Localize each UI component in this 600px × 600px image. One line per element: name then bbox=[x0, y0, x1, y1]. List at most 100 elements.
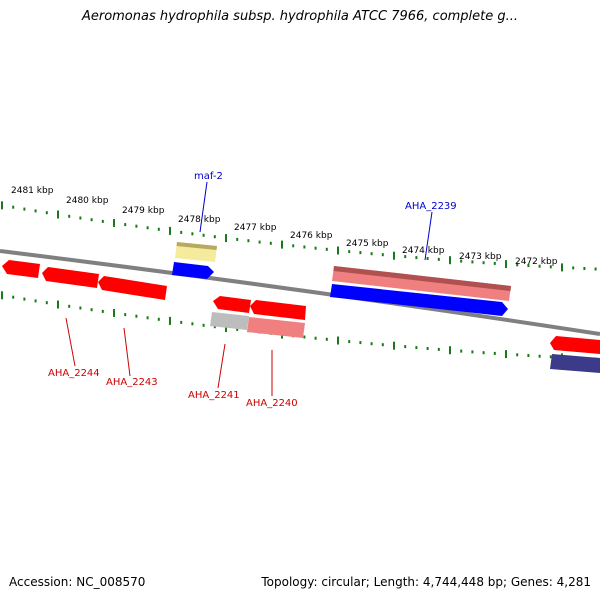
gene-label-aha-2243[interactable]: AHA_2243 bbox=[106, 377, 158, 388]
ruler-minor-tick bbox=[527, 264, 530, 267]
ruler-major-tick bbox=[225, 234, 227, 243]
ruler-major-tick bbox=[505, 260, 507, 269]
ruler-minor-tick bbox=[359, 341, 362, 345]
ruler-minor-tick bbox=[325, 337, 328, 341]
ruler-minor-tick bbox=[493, 351, 496, 355]
ruler-minor-tick bbox=[236, 237, 239, 241]
ruler-minor-tick bbox=[79, 306, 82, 310]
ruler-minor-tick bbox=[202, 233, 205, 237]
ruler-minor-tick bbox=[549, 265, 552, 269]
ruler-major-tick bbox=[169, 226, 171, 235]
ruler-major-tick bbox=[561, 263, 563, 272]
gene-aha-2243-b[interactable] bbox=[98, 276, 167, 300]
ruler-major-tick bbox=[57, 300, 59, 309]
ruler-minor-tick bbox=[426, 347, 429, 350]
ruler-minor-tick bbox=[460, 259, 463, 263]
ruler-major-tick bbox=[393, 251, 395, 260]
ruler-minor-tick bbox=[45, 301, 48, 305]
ruler-minor-tick bbox=[146, 316, 149, 320]
gene-label-maf-2[interactable]: maf-2 bbox=[194, 171, 223, 182]
ruler-major-tick bbox=[337, 336, 339, 345]
ruler-minor-tick bbox=[314, 336, 317, 340]
ruler-minor-tick bbox=[381, 253, 384, 257]
gene-label-aha-2239[interactable]: AHA_2239 bbox=[405, 201, 457, 212]
ruler-minor-tick bbox=[157, 227, 160, 231]
leader-aha-2239 bbox=[424, 211, 433, 261]
genome-summary: Topology: circular; Length: 4,744,448 bp… bbox=[261, 575, 591, 589]
ruler-label-2472: 2472 kbp bbox=[515, 257, 558, 267]
ruler-minor-tick bbox=[381, 343, 384, 347]
ruler-major-tick bbox=[393, 341, 395, 350]
ruler-major-tick bbox=[505, 350, 507, 359]
gene-aha-2241[interactable] bbox=[213, 296, 251, 313]
ruler-minor-tick bbox=[572, 266, 575, 270]
ruler-minor-tick bbox=[23, 207, 26, 211]
ruler-minor-tick bbox=[292, 244, 295, 248]
ruler-minor-tick bbox=[180, 320, 183, 324]
ruler-minor-tick bbox=[471, 350, 474, 354]
ruler-label-2480: 2480 kbp bbox=[66, 196, 109, 206]
ruler-minor-tick bbox=[236, 327, 239, 331]
gene-aha-2240-shadow bbox=[247, 317, 305, 338]
ruler-minor-tick bbox=[538, 264, 541, 268]
ruler-minor-tick bbox=[191, 232, 194, 236]
ruler-label-2473: 2473 kbp bbox=[459, 252, 502, 262]
ruler-minor-tick bbox=[213, 235, 216, 239]
ruler-minor-tick bbox=[124, 313, 127, 317]
ruler-minor-tick bbox=[101, 309, 104, 313]
ruler-major-tick bbox=[113, 219, 115, 227]
ruler-minor-tick bbox=[348, 340, 351, 344]
ruler-minor-tick bbox=[79, 216, 82, 220]
ruler-minor-tick bbox=[101, 219, 104, 223]
ruler-minor-tick bbox=[370, 342, 373, 346]
ruler-minor-tick bbox=[303, 335, 306, 339]
ruler-minor-tick bbox=[303, 245, 306, 249]
forward-tick-row bbox=[1, 201, 597, 272]
ruler-major-tick bbox=[57, 210, 59, 219]
ruler-minor-tick bbox=[258, 240, 261, 244]
ruler-minor-tick bbox=[34, 299, 37, 303]
gene-aha-2243[interactable] bbox=[42, 267, 99, 288]
ruler-major-tick bbox=[449, 256, 451, 265]
gene-label-aha-2240[interactable]: AHA_2240 bbox=[246, 398, 298, 409]
gene-aha-2241-shadow bbox=[210, 312, 249, 330]
ruler-minor-tick bbox=[135, 314, 138, 318]
ruler-minor-tick bbox=[213, 325, 216, 329]
ruler-minor-tick bbox=[202, 323, 205, 327]
gene-aha-2239-block[interactable] bbox=[332, 266, 511, 301]
ruler-minor-tick bbox=[426, 257, 429, 260]
gene-maf-2-arrow[interactable] bbox=[172, 262, 214, 279]
ruler-minor-tick bbox=[12, 295, 15, 299]
ruler-minor-tick bbox=[12, 205, 15, 209]
gene-aha-2240[interactable] bbox=[250, 300, 306, 320]
ruler-minor-tick bbox=[415, 256, 418, 260]
ruler-minor-tick bbox=[370, 252, 373, 256]
ruler-minor-tick bbox=[180, 230, 183, 234]
gene-aha-2239-arrow[interactable] bbox=[330, 284, 508, 316]
ruler-label-2476: 2476 kbp bbox=[290, 231, 333, 241]
leader-aha-2244 bbox=[65, 317, 76, 367]
leader-aha-2241 bbox=[217, 343, 226, 389]
ruler-minor-tick bbox=[460, 349, 463, 353]
gene-edge-red[interactable] bbox=[550, 336, 600, 354]
ruler-major-tick bbox=[1, 201, 3, 210]
ruler-label-2481: 2481 kbp bbox=[11, 186, 54, 196]
ruler-major-tick bbox=[337, 246, 339, 255]
ruler-minor-tick bbox=[90, 308, 93, 312]
ruler-minor-tick bbox=[45, 211, 48, 215]
gene-aha-2244[interactable] bbox=[2, 260, 40, 278]
ruler-minor-tick bbox=[482, 261, 485, 265]
gene-maf-2-block[interactable] bbox=[175, 242, 217, 262]
ruler-minor-tick bbox=[34, 209, 37, 213]
ruler-minor-tick bbox=[516, 353, 519, 357]
ruler-minor-tick bbox=[68, 304, 71, 308]
ruler-major-tick bbox=[225, 324, 227, 333]
gene-label-aha-2241[interactable]: AHA_2241 bbox=[188, 390, 240, 401]
ruler-minor-tick bbox=[527, 354, 530, 357]
ruler-minor-tick bbox=[493, 261, 496, 265]
gene-label-aha-2244[interactable]: AHA_2244 bbox=[48, 368, 100, 379]
ruler-minor-tick bbox=[124, 223, 127, 227]
leader-maf-2 bbox=[199, 181, 208, 233]
gene-edge-navy[interactable] bbox=[550, 354, 600, 373]
